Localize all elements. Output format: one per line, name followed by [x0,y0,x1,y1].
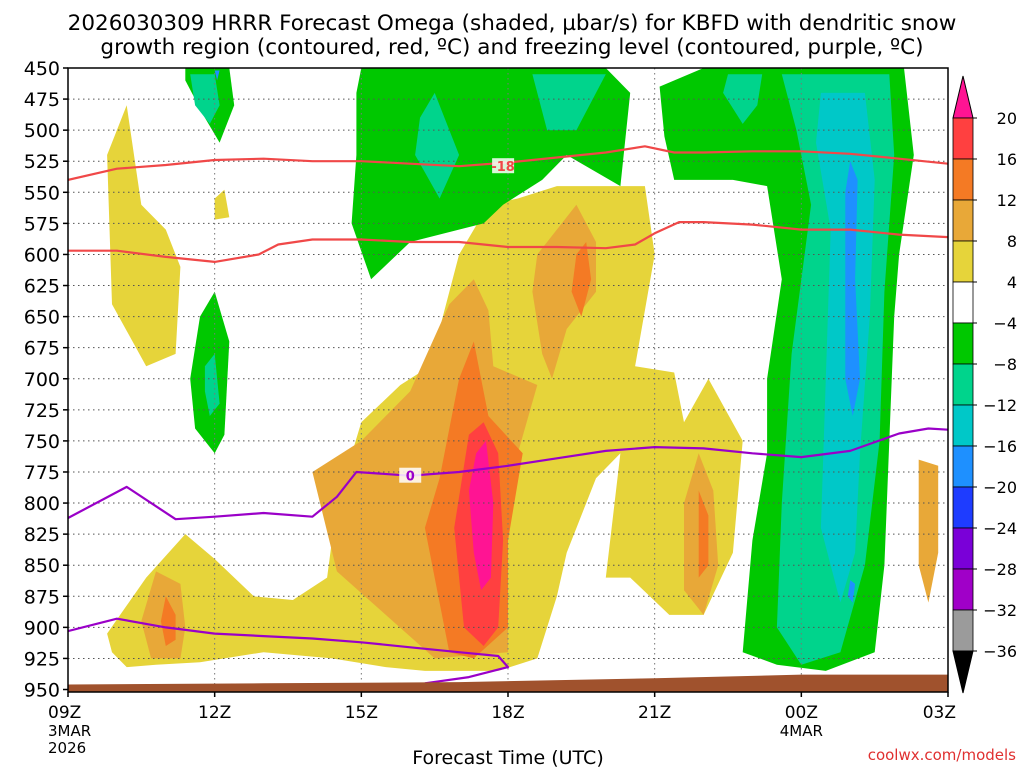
colorbar-segment [952,158,974,201]
colorbar-segment [952,117,974,160]
colorbar-label: −28 [983,560,1017,579]
x-tick-label: 12Z [198,703,231,723]
omega-region-7 [918,459,939,603]
omega-region-27 [847,580,856,603]
colorbar-bottom-arrow [952,650,974,694]
chart-title: 2026030309 HRRR Forecast Omega (shaded, … [68,11,957,60]
chart-title-line-1: 2026030309 HRRR Forecast Omega (shaded, … [68,11,957,36]
colorbar-label: 12 [997,191,1017,210]
contour-label-bg [492,158,515,174]
colorbar: 20 16 12 8 4 −4 −8 −12 −16 −20 −24 −28 −32 −36 [952,75,1017,694]
x-tick-year: 2026 [48,739,86,757]
colorbar-segment [952,404,974,447]
y-tick-label: 775 [24,462,60,484]
y-tick-label: 675 [24,338,60,360]
contour-freezing-level-low [68,617,510,685]
x-tick-date: 4MAR [780,722,823,740]
colorbar-label: 16 [997,150,1017,169]
colorbar-label: −8 [993,355,1017,374]
colorbar-segment [952,609,974,652]
colorbar-segment [952,486,974,529]
y-tick-label: 575 [24,213,60,235]
y-tick-label: 650 [24,307,60,329]
omega-region-22 [723,74,763,124]
y-tick-label: 550 [24,182,60,204]
y-tick-label: 700 [24,369,60,391]
colorbar-label: −12 [983,396,1017,415]
x-tick-label: 15Z [345,703,378,723]
x-tick-label: 18Z [491,703,524,723]
omega-region-20 [415,92,460,199]
contour-lines: -18 0 [68,145,948,685]
x-axis-label: Forecast Time (UTC) [412,747,603,768]
x-tick-label: 03Z [923,703,956,723]
colorbar-segment [952,322,974,365]
contour-freezing-level [68,427,948,521]
omega-region-19 [204,353,220,416]
omega-region-25 [845,161,860,416]
colorbar-label: −36 [983,642,1017,661]
colorbar-segment [952,363,974,406]
colorbar-segment [952,199,974,242]
chart-title-line-2: growth region (contoured, red, ºC) and f… [100,35,923,60]
y-tick-label: 850 [24,555,60,577]
omega-region-0 [107,105,181,367]
y-tick-label: 500 [24,120,60,142]
y-tick-label: 475 [24,89,60,111]
colorbar-label: 4 [1007,273,1017,292]
y-axis: 450 475 500 525 550 575 600 625 650 675 700 725 750 7… [24,58,68,702]
contour-dendritic-upper [68,145,948,181]
y-tick-label: 525 [24,151,60,173]
omega-region-18 [190,74,220,124]
grid-lines [68,68,948,692]
y-tick-label: 600 [24,244,60,266]
y-tick-label: 625 [24,276,60,298]
colorbar-segment [952,568,974,611]
colorbar-segment [952,281,974,324]
y-tick-label: 450 [24,58,60,80]
plot-area: -18 0 [68,68,948,692]
colorbar-segment [952,527,974,570]
omega-region-1 [214,189,230,220]
watermark: coolwx.com/models [868,746,1016,764]
contour-label-dendritic-upper: -18 [491,160,515,175]
colorbar-label: −16 [983,437,1017,456]
omega-region-8 [160,596,176,646]
y-tick-label: 900 [24,617,60,639]
y-tick-label: 825 [24,524,60,546]
colorbar-label: 20 [997,109,1017,128]
colorbar-label: 8 [1007,232,1017,251]
y-tick-label: 800 [24,493,60,515]
colorbar-segment [952,445,974,488]
x-tick-label: 21Z [638,703,671,723]
x-tick-date: 3MAR [48,722,91,740]
colorbar-label: −32 [983,601,1017,620]
omega-shading [107,68,939,671]
x-tick-label: 09Z [48,703,81,723]
omega-region-21 [532,74,606,131]
y-tick-label: 925 [24,648,60,670]
omega-region-10 [571,242,592,317]
colorbar-label: −20 [983,478,1017,497]
y-tick-label: 875 [24,586,60,608]
y-tick-label: 725 [24,400,60,422]
y-tick-label: 750 [24,431,60,453]
contour-dendritic-lower [68,221,948,263]
contour-label-bg [399,467,422,483]
colorbar-segment [952,240,974,283]
contour-label-freezing-level: 0 [406,470,415,485]
colorbar-label: −4 [993,314,1017,333]
y-tick-label: 950 [24,680,60,702]
colorbar-top-arrow [952,75,974,119]
colorbar-label: −24 [983,519,1017,538]
ground-layer [68,674,948,692]
omega-region-13 [468,440,494,591]
ground-fill [68,674,948,692]
x-tick-label: 00Z [785,703,818,723]
omega-region-26 [214,70,220,81]
